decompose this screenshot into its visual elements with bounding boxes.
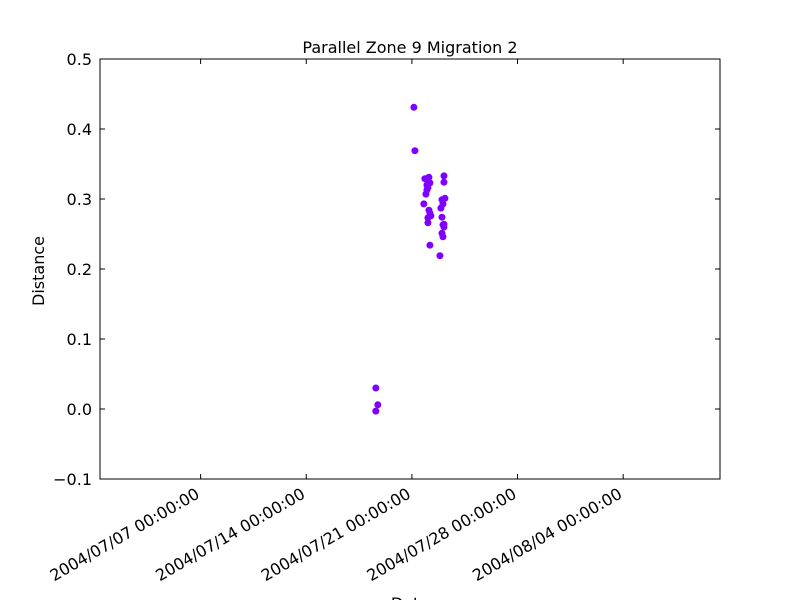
plot-frame: [99, 58, 721, 480]
y-tick-label: 0.5: [67, 50, 92, 69]
point: [440, 178, 448, 186]
y-axis-label: Distance: [29, 236, 48, 306]
point: [410, 103, 418, 111]
point: [374, 401, 382, 409]
point: [420, 200, 428, 208]
point: [440, 172, 448, 180]
point: [426, 241, 434, 249]
y-tick-label: 0.4: [67, 120, 92, 139]
x-axis-label: Date: [391, 594, 429, 600]
point: [423, 186, 431, 194]
point: [439, 233, 447, 241]
y-tick-label: 0.2: [67, 260, 92, 279]
y-tick-label: 0.3: [67, 190, 92, 209]
chart-title: Parallel Zone 9 Migration 2: [302, 38, 517, 57]
point: [440, 220, 448, 228]
point: [424, 219, 432, 227]
point: [372, 407, 380, 415]
y-tick-label: −0.1: [53, 470, 92, 489]
point: [438, 213, 446, 221]
point: [441, 194, 449, 202]
point: [425, 173, 433, 181]
point: [427, 212, 435, 220]
point: [372, 384, 380, 392]
point: [411, 147, 419, 155]
y-tick-label: 0.1: [67, 330, 92, 349]
point: [437, 204, 445, 212]
y-tick-label: 0.0: [67, 400, 92, 419]
point: [436, 252, 444, 260]
